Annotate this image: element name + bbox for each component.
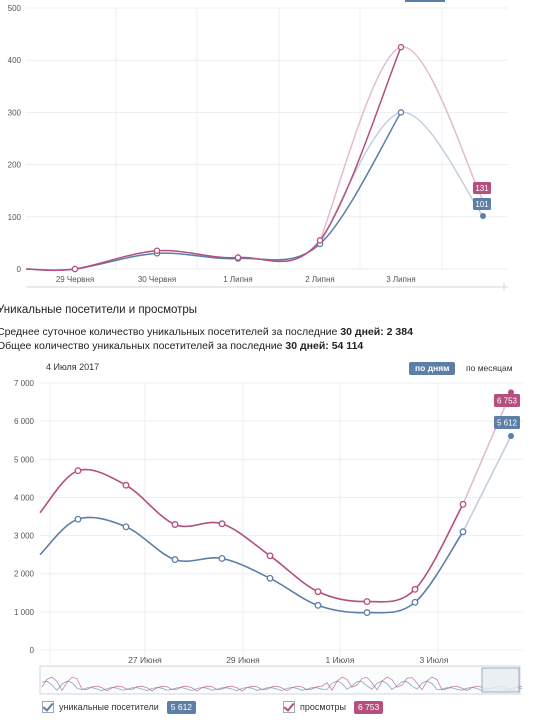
- last-point-marker: [508, 389, 514, 396]
- last-point-marker: [480, 213, 486, 219]
- value-badge: [494, 394, 520, 407]
- y-tick-label: 0: [30, 646, 35, 655]
- y-tick-label: 1 000: [14, 608, 35, 617]
- data-point: [363, 598, 371, 606]
- visitors-views-chart: 0 1 000 2 000 3 000 4 000 5 000 6 000 7 000 27 И…: [14, 379, 523, 695]
- data-point: [171, 521, 179, 528]
- data-point: [316, 237, 324, 244]
- visitors-legend-value: 5 612: [166, 700, 197, 714]
- data-point: [218, 555, 226, 562]
- section-title: Уникальные посетители и просмотры: [0, 304, 198, 316]
- series-line-partial: [319, 111, 484, 245]
- data-point: [411, 585, 419, 593]
- data-point: [411, 598, 419, 606]
- y-tick-label: 5 000: [14, 455, 35, 464]
- y-tick-label: 4 000: [14, 493, 35, 502]
- views-legend-label: просмотры: [300, 702, 346, 712]
- series-line: [39, 516, 464, 614]
- data-point: [266, 574, 274, 582]
- data-point: [74, 515, 82, 523]
- y-tick-label: 100: [8, 213, 22, 222]
- data-point: [459, 528, 467, 536]
- y-tick-label: 6 000: [14, 417, 35, 426]
- y-tick-label: 3 000: [14, 532, 35, 541]
- data-point: [266, 552, 274, 560]
- x-tick-label: 3 Июля: [420, 655, 449, 665]
- series-line: [25, 112, 402, 271]
- by-day-button[interactable]: по дням: [409, 362, 456, 375]
- data-point: [314, 588, 322, 596]
- y-tick-label: 300: [8, 108, 22, 117]
- legend-visitors[interactable]: уникальные посетители 5 612: [42, 700, 197, 714]
- data-point: [122, 481, 130, 489]
- data-point: [363, 609, 371, 617]
- value-badge: [473, 198, 491, 210]
- x-tick-label: 2 Липня: [305, 275, 334, 284]
- series-line-partial: [462, 392, 512, 505]
- value-badge-label: 131: [475, 184, 489, 193]
- y-tick-label: 7 000: [14, 379, 35, 388]
- data-point: [397, 109, 405, 116]
- value-badge-label: 5 612: [497, 419, 518, 428]
- data-point: [459, 500, 467, 508]
- data-point: [153, 247, 161, 254]
- legend-views[interactable]: просмотры 6 753: [283, 700, 384, 714]
- daily-chart-top: 0 100 200 300 400 500 29 Червня 30 Червня 1 Липн…: [8, 4, 508, 291]
- x-tick-label: 27 Июня: [128, 655, 162, 665]
- data-point: [171, 556, 179, 564]
- y-tick-label: 2 000: [14, 570, 35, 579]
- y-tick-label: 200: [8, 161, 22, 170]
- series-line: [25, 46, 402, 272]
- navigator-selection: [481, 667, 520, 693]
- x-tick-label: 1 Июля: [326, 655, 355, 665]
- value-badge-label: 6 753: [497, 397, 518, 406]
- series-line: [39, 468, 464, 603]
- x-tick-label: 1 Липня: [223, 275, 252, 284]
- value-badge: [494, 416, 520, 429]
- visitors-legend-label: уникальные посетители: [59, 702, 159, 712]
- x-tick-label: 29 Червня: [56, 275, 94, 284]
- data-point: [314, 601, 322, 609]
- views-legend-value: 6 753: [353, 700, 384, 714]
- top-tab-indicator[interactable]: [405, 0, 445, 2]
- series-line-partial: [319, 46, 484, 241]
- by-month-button[interactable]: по месяцам: [466, 363, 513, 373]
- x-tick-label: 3 Липня: [386, 275, 415, 284]
- data-point: [397, 43, 405, 51]
- data-point: [218, 520, 226, 528]
- data-point: [122, 523, 130, 531]
- total-visitors-stat: Общее количество уникальных посетителей …: [0, 340, 364, 352]
- y-tick-label: 0: [17, 265, 22, 274]
- series-line-partial: [462, 435, 512, 533]
- navigator-line: [41, 680, 523, 692]
- x-tick-label: 29 Июня: [226, 655, 260, 665]
- value-badge: [473, 182, 491, 194]
- last-point-marker: [508, 432, 514, 439]
- current-date: 4 Июля 2017: [46, 362, 100, 372]
- x-tick-label: 30 Червня: [138, 275, 176, 284]
- avg-visitors-stat: Среднее суточное количество уникальных п…: [0, 326, 413, 338]
- data-point: [71, 265, 79, 273]
- navigator-line: [41, 676, 523, 692]
- y-tick-label: 500: [8, 4, 22, 13]
- data-point: [74, 467, 82, 475]
- y-tick-label: 400: [8, 56, 22, 65]
- data-point: [234, 254, 242, 261]
- value-badge-label: 101: [475, 200, 489, 209]
- views-checkbox[interactable]: [283, 701, 295, 713]
- visitors-checkbox[interactable]: [42, 701, 54, 713]
